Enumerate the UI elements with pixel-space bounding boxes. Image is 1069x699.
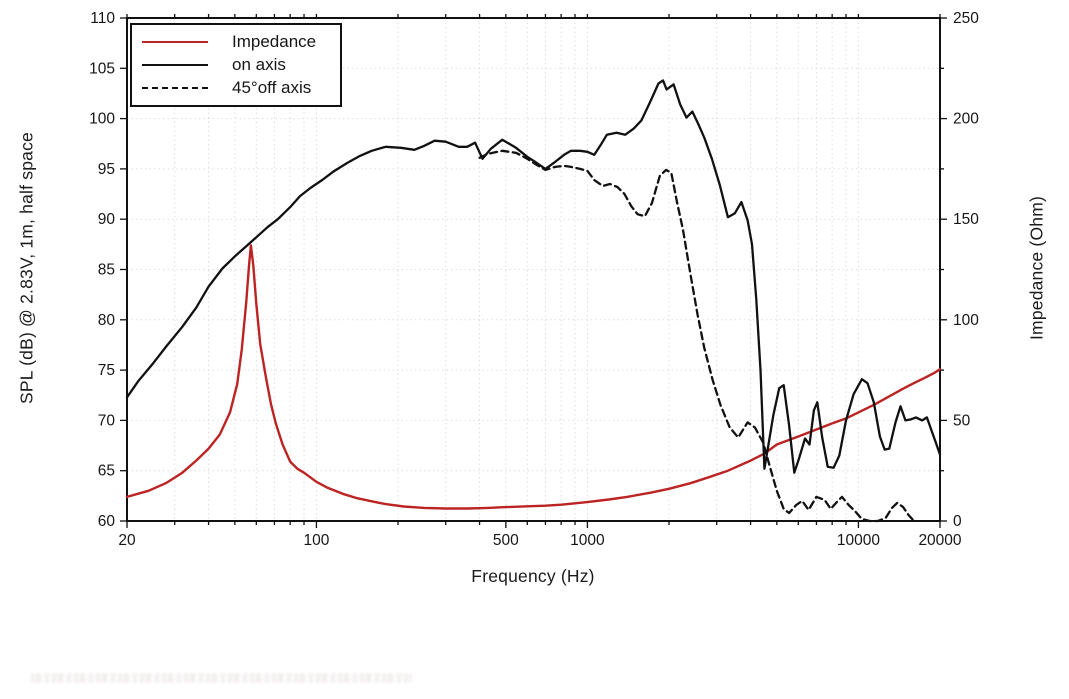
y-right-tick-label: 250 [953,10,979,27]
y-left-tick-label: 75 [98,362,115,379]
y-left-tick-label: 95 [98,161,115,178]
x-axis-title: Frequency (Hz) [471,566,595,586]
off-axis-curve [478,149,915,523]
impedance-curve [125,244,942,510]
legend-item-off-axis: 45°off axis [132,76,340,99]
legend-item-impedance: Impedance [132,30,340,53]
x-tick-label: 500 [493,532,519,549]
legend-label-off-axis: 45°off axis [232,78,312,97]
y-right-tick-label: 200 [953,111,979,128]
x-tick-label: 10000 [837,532,880,549]
legend-item-on-axis: on axis [132,53,340,76]
y-right-tick-label: 50 [953,412,971,429]
y-right-tick-label: 100 [953,312,979,329]
impedance-line-sample [142,40,208,43]
y-left-tick-label: 100 [89,111,115,128]
x-tick-label: 20000 [918,532,961,549]
y-left-tick-label: 60 [98,513,116,530]
x-tick-label: 100 [303,532,329,549]
y-left-tick-label: 105 [89,60,115,77]
legend-label-on-axis: on axis [232,55,286,74]
off-axis-line-sample [142,86,208,89]
y-left-tick-label: 90 [98,211,116,228]
right-axis-title: Impedance (Ohm) [1026,195,1047,341]
y-left-tick-label: 65 [98,463,115,480]
on-axis-curve [125,79,942,474]
y-left-tick-label: 110 [90,10,115,27]
legend-label-impedance: Impedance [232,32,317,51]
legend: Impedance on axis 45°off axis [130,23,342,107]
y-right-tick-label: 150 [953,211,979,228]
x-tick-label: 20 [118,532,136,549]
y-left-tick-label: 85 [98,262,115,279]
illegible-watermark [30,673,412,683]
y-left-tick-label: 80 [98,312,116,329]
left-axis-title: SPL (dB) @ 2.83V, 1m, half space [16,132,37,404]
y-left-tick-label: 70 [98,412,116,429]
y-right-tick-label: 0 [953,513,962,530]
x-tick-label: 1000 [570,532,605,549]
on-axis-line-sample [142,63,208,66]
